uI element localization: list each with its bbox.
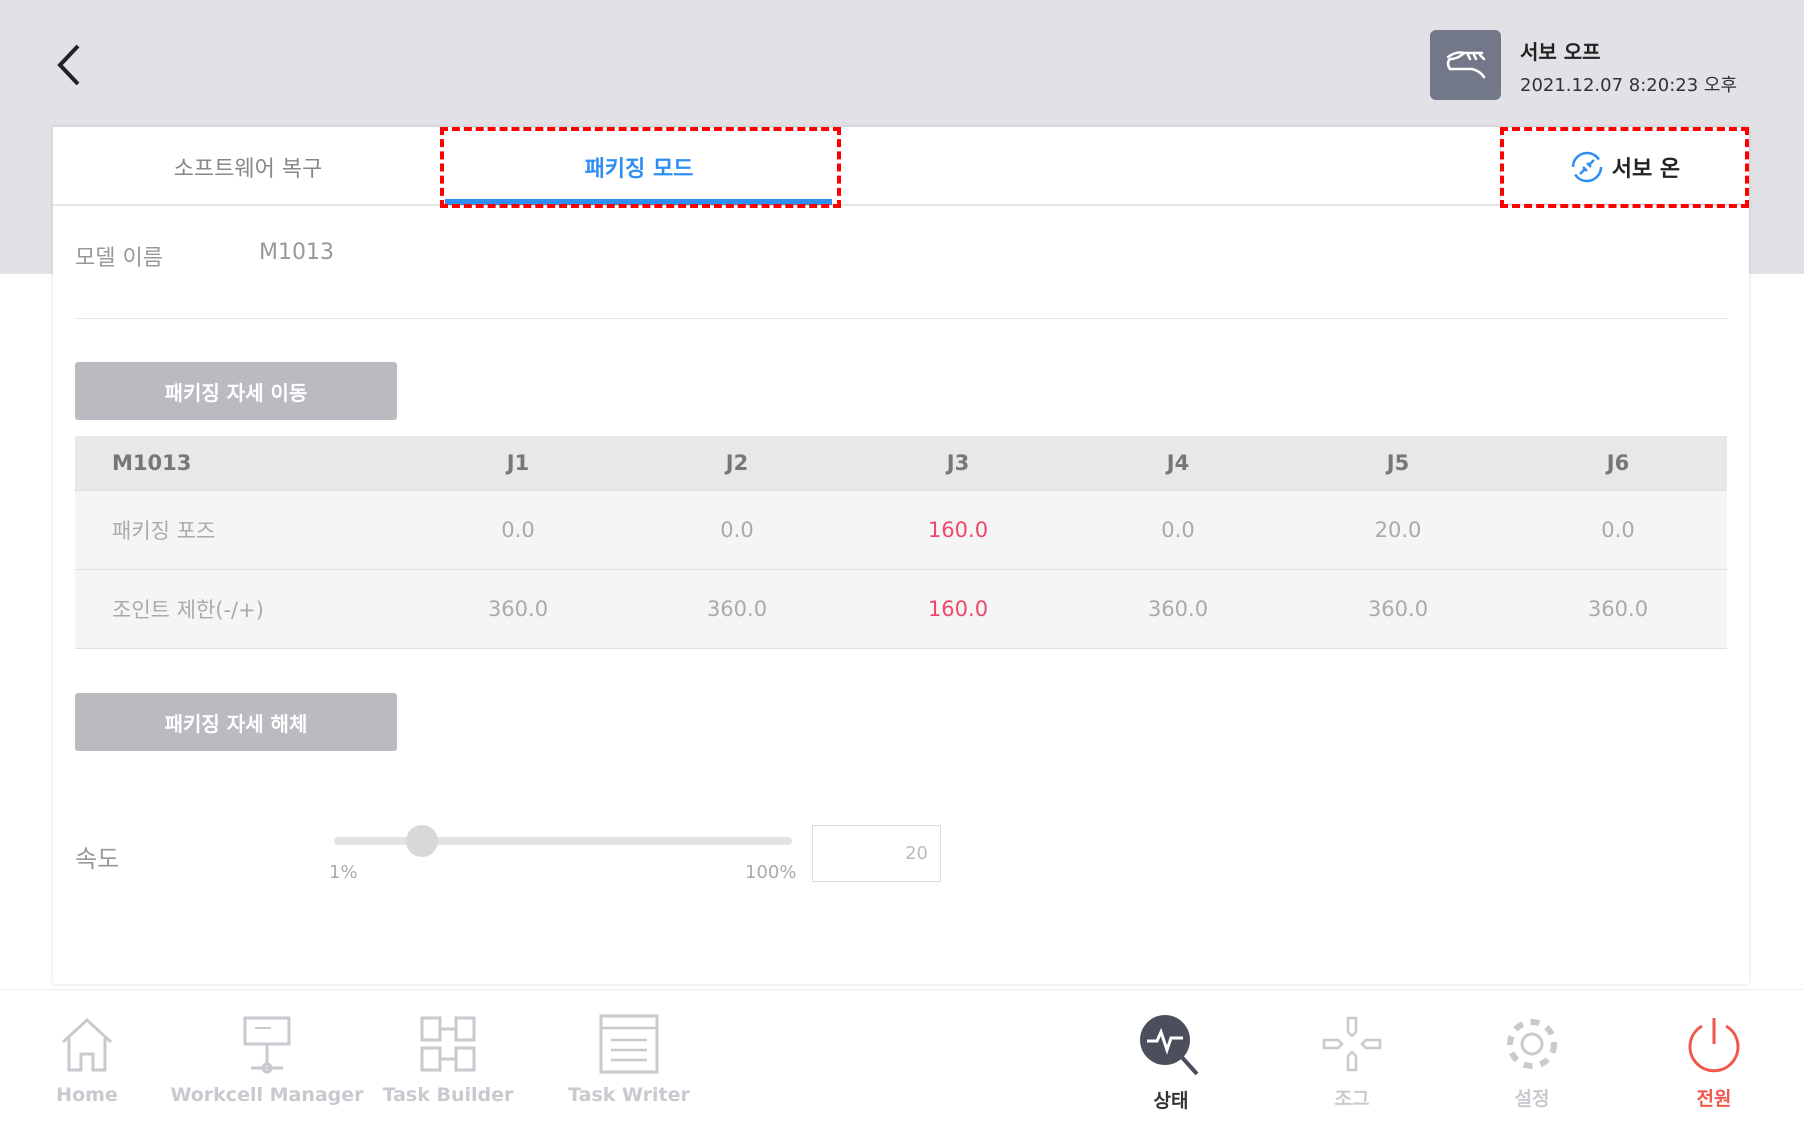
- settings-icon: [1507, 1019, 1557, 1069]
- power-icon: [1688, 1018, 1740, 1073]
- cell-j1: 0.0: [501, 518, 535, 542]
- task-builder-icon: [420, 1016, 476, 1072]
- nav-workcell-manager[interactable]: Workcell Manager: [170, 990, 364, 1126]
- servo-status: 서보 오프: [1520, 40, 1601, 64]
- table-row: 조인트 제한(-/+) 360.0 360.0 160.0 360.0 360.…: [75, 570, 1727, 649]
- move-packaging-pose-button[interactable]: 패키징 자세 이동: [75, 362, 397, 420]
- nav-home[interactable]: Home: [2, 990, 172, 1126]
- row-label: 조인트 제한(-/+): [112, 598, 264, 622]
- servo-on-label: 서보 온: [1611, 156, 1681, 182]
- nav-label: 설정: [1514, 1088, 1550, 1110]
- jog-icon: [1322, 1016, 1382, 1072]
- joint-table: M1013 J1 J2 J3 J4 J5 J6 패키징 포즈 0.0 0.0 1…: [75, 436, 1727, 649]
- speed-slider[interactable]: [334, 825, 792, 857]
- nav-label: Workcell Manager: [170, 1084, 364, 1106]
- back-arrow-icon[interactable]: [52, 40, 88, 90]
- header-j4: J4: [1166, 451, 1190, 475]
- nav-power[interactable]: 전원: [1629, 990, 1799, 1126]
- cell-j3: 160.0: [927, 597, 989, 621]
- header-j6: J6: [1606, 451, 1630, 475]
- nav-task-writer[interactable]: Task Writer: [544, 990, 714, 1126]
- header-j2: J2: [725, 451, 749, 475]
- header-j3: J3: [946, 451, 970, 475]
- speed-label: 속도: [75, 845, 120, 873]
- cell-j2: 360.0: [706, 597, 768, 621]
- divider: [75, 318, 1727, 319]
- header-j5: J5: [1386, 451, 1410, 475]
- cell-j4: 0.0: [1161, 518, 1195, 542]
- status-icon: [1140, 1015, 1199, 1076]
- active-tab-indicator: [445, 199, 832, 205]
- header-model: M1013: [112, 451, 192, 475]
- nav-jog[interactable]: 조그: [1267, 990, 1437, 1126]
- bottom-nav: Home Workcell Manager Task Builder Task …: [0, 989, 1804, 1125]
- cell-j2: 0.0: [720, 518, 754, 542]
- row-label: 패키징 포즈: [112, 519, 216, 543]
- model-name-label: 모델 이름: [75, 246, 163, 271]
- tab-bar: 소프트웨어 복구 패키징 모드 서보 온: [53, 127, 1749, 206]
- nav-task-builder[interactable]: Task Builder: [363, 990, 533, 1126]
- tab-software-recovery[interactable]: 소프트웨어 복구: [173, 156, 323, 182]
- cell-j4: 360.0: [1147, 597, 1209, 621]
- nav-label: Task Builder: [382, 1084, 514, 1106]
- nav-status[interactable]: 상태: [1086, 990, 1256, 1126]
- header-j1: J1: [506, 451, 530, 475]
- servo-on-button[interactable]: 서보 온: [1500, 127, 1749, 206]
- cell-j6: 0.0: [1601, 518, 1635, 542]
- model-name-value: M1013: [259, 240, 334, 265]
- nav-settings[interactable]: 설정: [1447, 990, 1617, 1126]
- cell-j1: 360.0: [487, 597, 549, 621]
- cell-j5: 360.0: [1367, 597, 1429, 621]
- cell-j6: 360.0: [1587, 597, 1649, 621]
- servo-off-hand-icon: [1430, 30, 1501, 100]
- packaging-panel: 소프트웨어 복구 패키징 모드 서보 온 모델 이름 M1013 패키징 자세 …: [53, 127, 1749, 984]
- home-icon: [61, 1017, 113, 1072]
- release-packaging-pose-button[interactable]: 패키징 자세 해체: [75, 693, 397, 751]
- speed-min-label: 1%: [329, 862, 358, 883]
- speed-input[interactable]: [812, 825, 941, 882]
- nav-label: 상태: [1153, 1090, 1189, 1112]
- cell-j3: 160.0: [927, 518, 989, 542]
- workcell-icon: [243, 1016, 291, 1074]
- nav-label: 전원: [1696, 1088, 1732, 1110]
- task-writer-icon: [599, 1014, 659, 1074]
- tab-packaging-mode[interactable]: 패키징 모드: [584, 156, 694, 182]
- nav-label: Task Writer: [568, 1084, 690, 1106]
- nav-label: 조그: [1334, 1088, 1370, 1110]
- datetime: 2021.12.07 8:20:23 오후: [1520, 75, 1738, 96]
- nav-label: Home: [56, 1084, 118, 1106]
- cell-j5: 20.0: [1374, 518, 1422, 542]
- speed-slider-handle[interactable]: [405, 825, 438, 857]
- table-row: 패키징 포즈 0.0 0.0 160.0 0.0 20.0 0.0: [75, 491, 1727, 570]
- servo-on-icon: [1571, 151, 1603, 182]
- speed-max-label: 100%: [745, 862, 797, 883]
- table-header: M1013 J1 J2 J3 J4 J5 J6: [75, 436, 1727, 491]
